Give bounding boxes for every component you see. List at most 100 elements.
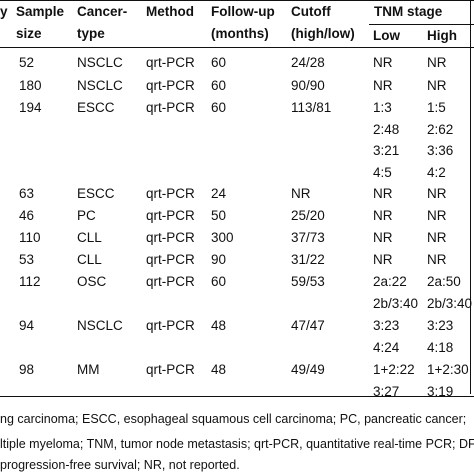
cell-cancer-type: OSC <box>77 274 107 289</box>
cell-method: qrt-PCR <box>146 55 195 70</box>
table-bottom-rule <box>0 396 474 397</box>
cell-cutoff: 37/73 <box>291 230 325 245</box>
cell-tnm-high: 3:36 <box>427 143 454 159</box>
cell-sample-size: 53 <box>19 252 35 267</box>
cell-sample-size: 63 <box>19 186 35 201</box>
cell-tnm-high: 1:5 <box>427 100 446 115</box>
cell-tnm-low: NR <box>373 186 393 201</box>
header-followup: Follow-up <box>211 4 275 19</box>
cell-tnm-low: 4:5 <box>373 165 392 181</box>
cell-tnm-low: 1:3 <box>373 100 392 115</box>
cell-tnm-high: NR <box>427 78 447 93</box>
cell-cutoff: 90/90 <box>291 78 325 93</box>
table-top-rule <box>0 0 474 1</box>
cell-cutoff: NR <box>291 186 311 201</box>
header-bottom-rule <box>0 47 474 48</box>
cell-sample-size: 194 <box>19 100 42 115</box>
cell-cancer-type: MM <box>77 362 100 377</box>
header-cancer-type: Cancer- <box>77 4 128 19</box>
cell-cutoff: 47/47 <box>291 318 325 333</box>
cell-method: qrt-PCR <box>146 100 195 115</box>
tnm-span-rule <box>369 24 474 25</box>
cell-method: qrt-PCR <box>146 362 195 377</box>
cell-sample-size: 110 <box>19 230 41 245</box>
header-method: Method <box>146 4 194 19</box>
cell-tnm-low: NR <box>373 55 393 70</box>
cell-method: qrt-PCR <box>146 186 195 201</box>
cell-tnm-high: NR <box>427 230 447 245</box>
cell-sample-size: 112 <box>19 274 41 289</box>
cell-method: qrt-PCR <box>146 208 195 223</box>
footnote-line-1: ng carcinoma; ESCC, esophageal squamous … <box>0 412 467 426</box>
cell-sample-size: 180 <box>19 78 42 93</box>
cell-tnm-high: 4:2 <box>427 165 446 181</box>
cell-tnm-low: 3:23 <box>373 318 400 333</box>
cell-method: qrt-PCR <box>146 230 195 245</box>
cell-cancer-type: NSCLC <box>77 318 123 333</box>
cell-tnm-low: 2:48 <box>373 121 400 137</box>
table-right-edge <box>470 0 471 394</box>
cell-tnm-low: 2a:22 <box>373 274 407 289</box>
cell-tnm-high: NR <box>427 186 447 201</box>
cell-sample-size: 46 <box>19 208 35 223</box>
cell-tnm-low: 4:24 <box>373 339 400 355</box>
cell-tnm-high: NR <box>427 252 447 267</box>
cell-sample-size: 94 <box>19 318 35 333</box>
cell-followup: 60 <box>211 274 227 289</box>
footnote-line-2: ltiple myeloma; TNM, tumor node metastas… <box>0 437 474 451</box>
cell-cancer-type: NSCLC <box>77 78 123 93</box>
header-cancer-type-2: type <box>77 26 105 41</box>
cell-cutoff: 24/28 <box>291 55 325 70</box>
cell-tnm-low: 2b/3:40 <box>373 295 419 311</box>
cell-cancer-type: NSCLC <box>77 55 123 70</box>
header-cutoff-2: (high/low) <box>291 26 355 41</box>
cell-tnm-low: 3:27 <box>373 383 400 399</box>
cell-tnm-low: NR <box>373 252 393 267</box>
cell-followup: 24 <box>211 186 227 201</box>
cell-tnm-low: NR <box>373 208 393 223</box>
cell-followup: 60 <box>211 100 227 115</box>
cell-cancer-type: ESCC <box>77 186 115 201</box>
cell-tnm-low: 3:21 <box>373 143 400 159</box>
cell-tnm-high: NR <box>427 55 447 70</box>
cell-method: qrt-PCR <box>146 318 195 333</box>
cell-tnm-low: NR <box>373 78 393 93</box>
cell-tnm-high: 2b/3:40 <box>427 295 473 311</box>
header-tnm-stage: TNM stage <box>374 4 443 19</box>
header-tnm-high: High <box>427 28 457 43</box>
cell-tnm-low: 1+2:22 <box>373 362 415 377</box>
cell-followup: 50 <box>211 208 227 223</box>
cell-method: qrt-PCR <box>146 252 195 267</box>
cell-cutoff: 113/81 <box>291 100 332 115</box>
cell-tnm-high: 4:18 <box>427 339 454 355</box>
header-followup-2: (months) <box>211 26 269 41</box>
cell-followup: 90 <box>211 252 227 267</box>
cell-tnm-high: 3:23 <box>427 318 454 333</box>
cell-followup: 60 <box>211 55 227 70</box>
cell-followup: 48 <box>211 318 227 333</box>
header-study: y <box>0 4 8 19</box>
cell-tnm-high: NR <box>427 208 447 223</box>
header-sample-size: Sample <box>16 4 65 19</box>
cell-tnm-high: 2a:50 <box>427 274 461 289</box>
cell-followup: 48 <box>211 362 227 377</box>
cell-cutoff: 31/22 <box>291 252 325 267</box>
cell-cutoff: 49/49 <box>291 362 325 377</box>
header-cutoff: Cutoff <box>291 4 331 19</box>
cell-tnm-low: NR <box>373 230 393 245</box>
cell-cutoff: 59/53 <box>291 274 325 289</box>
cell-cancer-type: CLL <box>77 230 102 245</box>
header-sample-size-2: size <box>16 26 42 41</box>
cell-sample-size: 98 <box>19 362 35 377</box>
cell-sample-size: 52 <box>19 55 35 70</box>
cell-tnm-high: 2:62 <box>427 121 454 137</box>
cell-cancer-type: CLL <box>77 252 102 267</box>
cell-tnm-high: 1+2:30 <box>427 362 469 377</box>
cell-cancer-type: ESCC <box>77 100 115 115</box>
cell-followup: 60 <box>211 78 227 93</box>
cell-tnm-high: 3:19 <box>427 383 454 399</box>
footnote-line-3: progression-free survival; NR, not repor… <box>0 458 240 472</box>
cell-method: qrt-PCR <box>146 274 195 289</box>
header-tnm-low: Low <box>373 28 400 43</box>
